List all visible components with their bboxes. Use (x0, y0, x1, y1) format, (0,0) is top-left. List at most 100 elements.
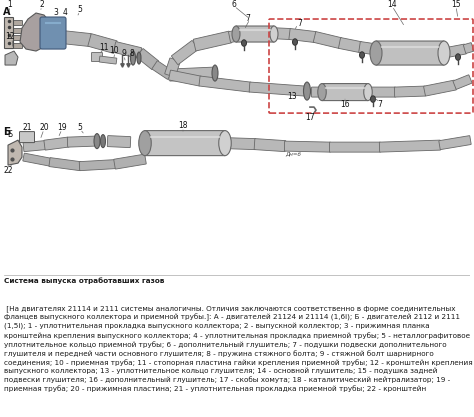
Ellipse shape (456, 54, 461, 60)
FancyBboxPatch shape (99, 56, 117, 64)
Text: 6: 6 (232, 0, 237, 8)
FancyBboxPatch shape (224, 138, 255, 150)
FancyBboxPatch shape (424, 80, 456, 96)
FancyBboxPatch shape (8, 20, 22, 25)
FancyBboxPatch shape (377, 48, 391, 58)
FancyBboxPatch shape (44, 137, 69, 150)
FancyBboxPatch shape (169, 67, 216, 81)
Text: 18: 18 (178, 121, 188, 130)
FancyBboxPatch shape (322, 83, 368, 100)
FancyBboxPatch shape (8, 28, 22, 33)
Text: 14: 14 (387, 0, 397, 8)
Ellipse shape (212, 65, 218, 81)
FancyBboxPatch shape (249, 82, 306, 96)
Ellipse shape (94, 133, 100, 148)
Text: 9: 9 (121, 48, 127, 58)
FancyBboxPatch shape (23, 153, 51, 166)
FancyBboxPatch shape (152, 61, 173, 79)
Text: Система выпуска отработавших газов: Система выпуска отработавших газов (4, 277, 164, 284)
FancyBboxPatch shape (199, 76, 251, 92)
Polygon shape (20, 13, 53, 51)
FancyBboxPatch shape (88, 34, 117, 53)
FancyBboxPatch shape (311, 87, 328, 97)
FancyBboxPatch shape (40, 17, 66, 49)
Text: 3: 3 (54, 8, 58, 17)
Ellipse shape (137, 52, 141, 64)
FancyBboxPatch shape (145, 131, 225, 156)
Ellipse shape (303, 82, 310, 100)
Ellipse shape (270, 26, 278, 42)
Ellipse shape (292, 39, 298, 45)
FancyBboxPatch shape (376, 41, 444, 65)
FancyBboxPatch shape (443, 44, 466, 58)
Ellipse shape (130, 51, 136, 65)
FancyBboxPatch shape (19, 132, 35, 143)
Text: 19: 19 (57, 123, 67, 132)
Text: 13: 13 (287, 92, 297, 101)
Ellipse shape (359, 52, 365, 58)
FancyBboxPatch shape (165, 58, 180, 77)
FancyBboxPatch shape (23, 141, 46, 152)
Text: 12: 12 (5, 32, 15, 40)
Ellipse shape (139, 131, 151, 156)
Ellipse shape (100, 135, 106, 148)
Ellipse shape (232, 26, 240, 42)
FancyBboxPatch shape (193, 31, 232, 51)
FancyBboxPatch shape (338, 38, 362, 53)
FancyBboxPatch shape (228, 30, 241, 43)
Ellipse shape (241, 40, 246, 46)
Text: 7: 7 (298, 18, 302, 28)
FancyBboxPatch shape (254, 138, 286, 152)
Ellipse shape (438, 41, 450, 65)
Polygon shape (5, 51, 18, 65)
FancyBboxPatch shape (284, 141, 330, 152)
FancyBboxPatch shape (8, 35, 22, 40)
Polygon shape (8, 140, 22, 165)
Text: 20: 20 (39, 123, 49, 132)
Text: 8: 8 (129, 48, 134, 58)
Text: 2: 2 (40, 0, 45, 8)
FancyBboxPatch shape (61, 30, 91, 47)
FancyBboxPatch shape (379, 140, 441, 152)
FancyBboxPatch shape (169, 70, 201, 86)
Ellipse shape (318, 83, 326, 100)
Text: 5: 5 (78, 123, 82, 132)
FancyBboxPatch shape (313, 32, 342, 48)
FancyBboxPatch shape (113, 42, 142, 58)
FancyBboxPatch shape (91, 53, 102, 62)
FancyBboxPatch shape (359, 42, 381, 55)
Ellipse shape (370, 41, 382, 65)
Ellipse shape (371, 96, 375, 102)
FancyBboxPatch shape (269, 28, 291, 40)
FancyBboxPatch shape (49, 158, 81, 171)
Text: 17: 17 (305, 113, 315, 122)
FancyBboxPatch shape (107, 136, 131, 148)
Text: 5: 5 (78, 5, 82, 13)
FancyBboxPatch shape (464, 43, 474, 53)
Text: 16: 16 (340, 100, 350, 108)
FancyBboxPatch shape (453, 75, 472, 89)
Text: 1: 1 (8, 0, 12, 8)
Text: А: А (3, 7, 10, 17)
Text: 7: 7 (246, 13, 250, 23)
Text: 10: 10 (109, 45, 119, 55)
FancyBboxPatch shape (137, 49, 159, 70)
Text: 15: 15 (451, 0, 461, 8)
FancyBboxPatch shape (114, 154, 146, 169)
Text: 21: 21 (22, 123, 32, 132)
FancyBboxPatch shape (394, 86, 426, 97)
Ellipse shape (219, 131, 231, 156)
Ellipse shape (364, 83, 372, 100)
FancyBboxPatch shape (67, 136, 96, 147)
FancyBboxPatch shape (172, 40, 199, 65)
Text: 11: 11 (99, 43, 109, 52)
FancyBboxPatch shape (236, 26, 274, 42)
Text: Дн=б: Дн=б (285, 151, 301, 156)
FancyBboxPatch shape (79, 160, 116, 171)
Text: 4: 4 (63, 8, 67, 17)
Text: Б: Б (8, 130, 13, 138)
Text: [На двигателях 21114 и 2111 системы аналогичны. Отличия заключаются соответствен: [На двигателях 21114 и 2111 системы анал… (4, 305, 473, 392)
FancyBboxPatch shape (439, 136, 471, 150)
FancyBboxPatch shape (362, 87, 395, 97)
FancyBboxPatch shape (8, 43, 22, 48)
